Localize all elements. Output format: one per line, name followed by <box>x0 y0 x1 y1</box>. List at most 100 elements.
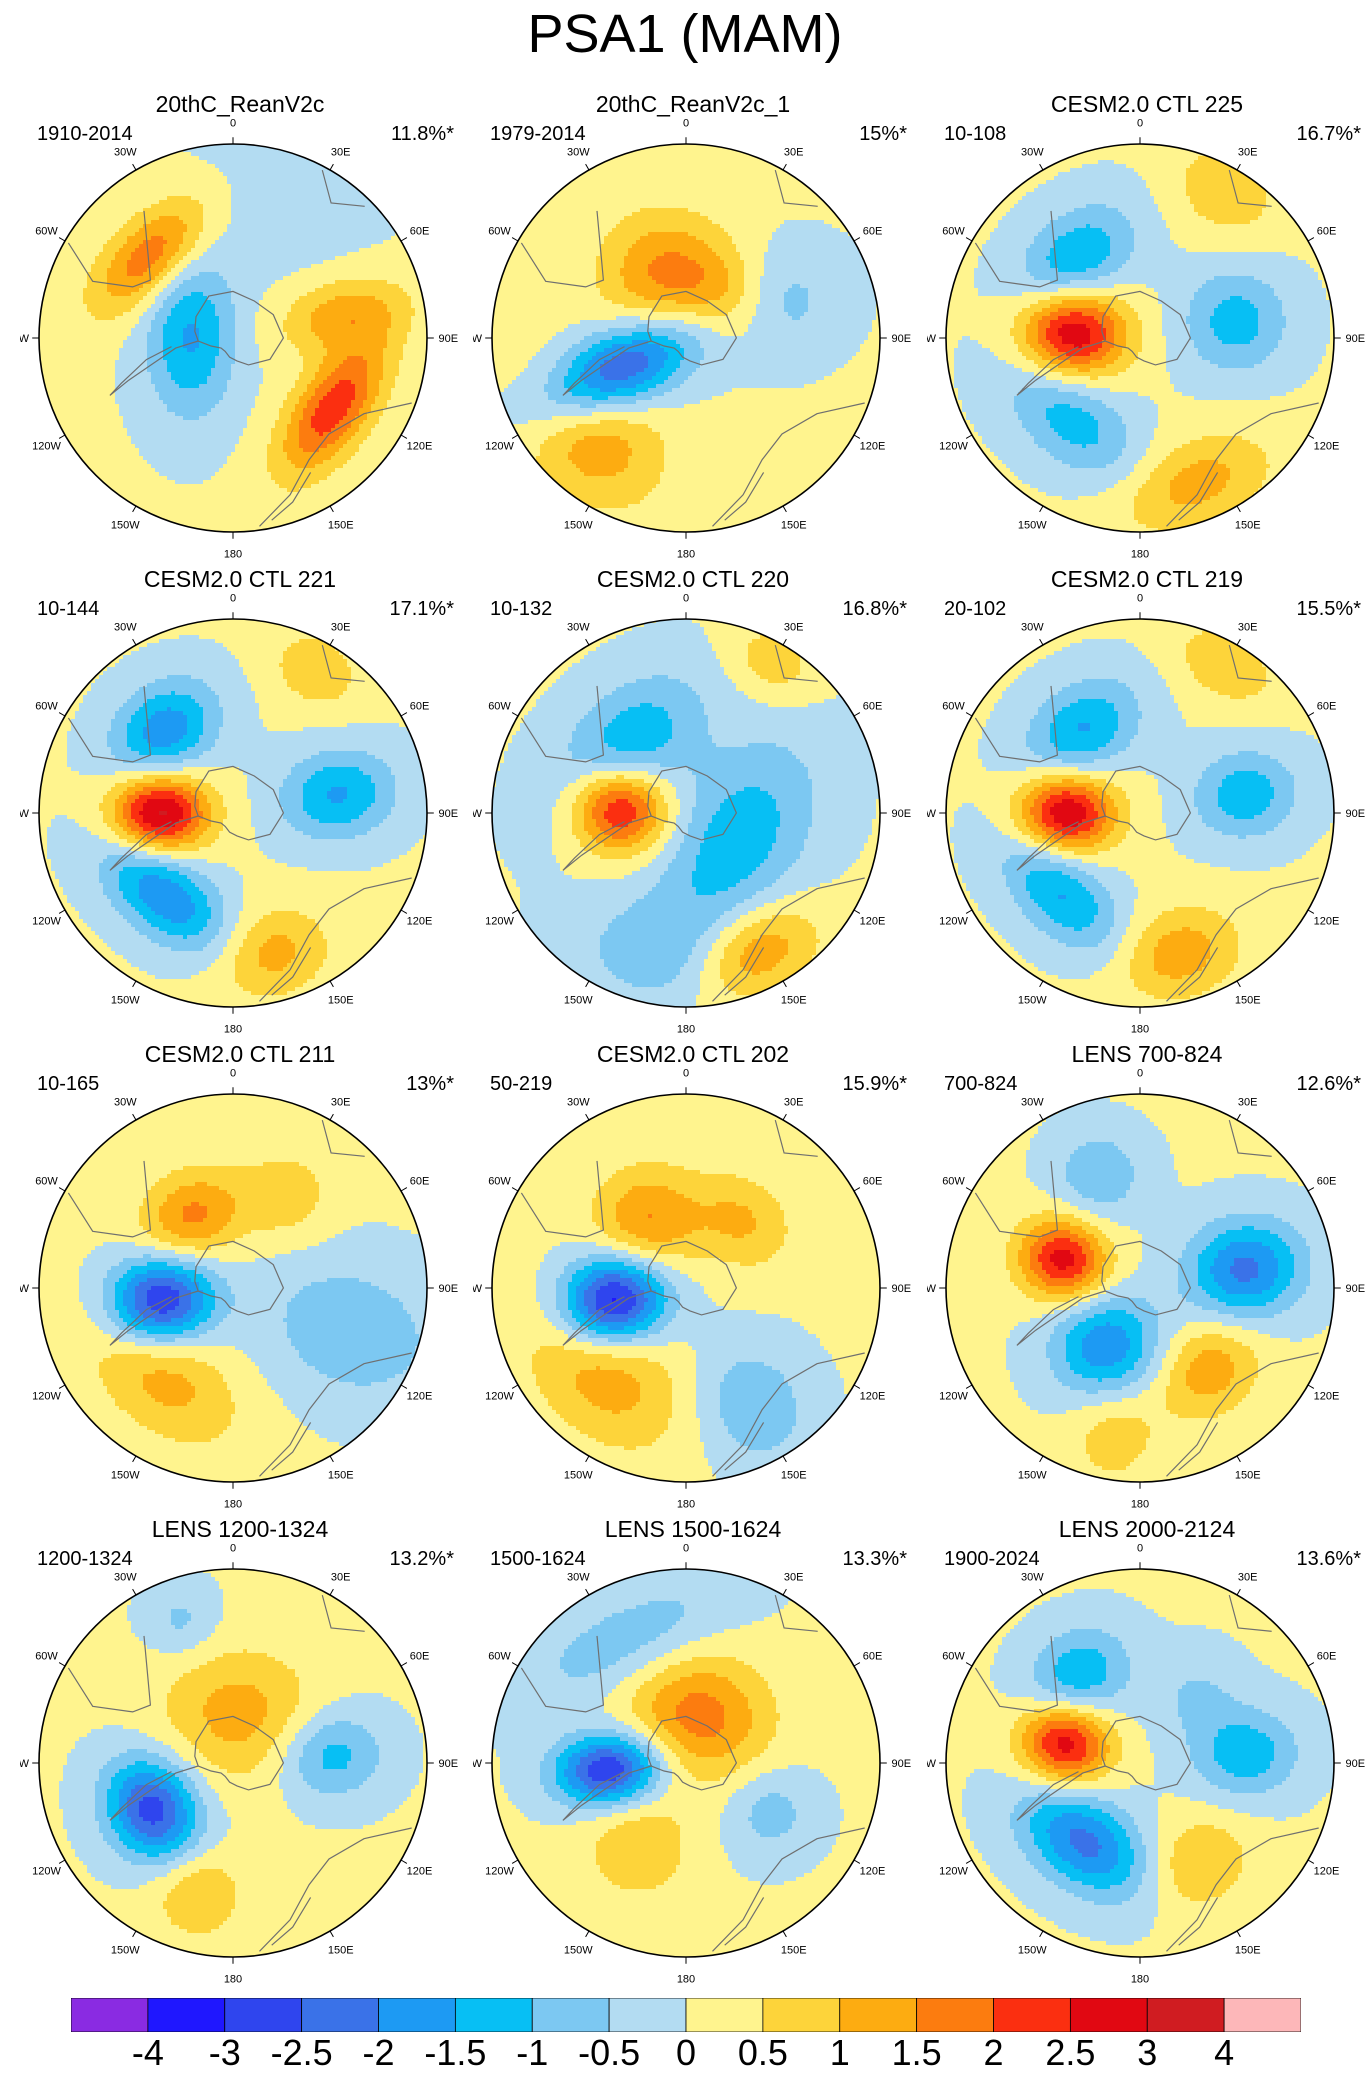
longitude-label: 60W <box>488 700 511 712</box>
longitude-label: 90W <box>473 1283 483 1295</box>
colorbar-swatch <box>1070 1998 1147 2032</box>
longitude-tick <box>586 1456 589 1462</box>
longitude-label: 150W <box>564 1470 593 1482</box>
polar-map: 030E60E90E120E150E180150W120W90W60W30W <box>927 90 1367 560</box>
longitude-label: 90W <box>473 1758 483 1770</box>
longitude-tick <box>1040 981 1043 987</box>
longitude-label: 30E <box>1238 1097 1258 1109</box>
longitude-label: 120W <box>32 441 61 453</box>
longitude-tick <box>59 1188 65 1191</box>
longitude-tick <box>586 506 589 512</box>
longitude-label: 60W <box>35 225 58 237</box>
longitude-tick <box>966 1860 972 1863</box>
polar-map: 030E60E90E120E150E180150W120W90W60W30W <box>20 90 460 560</box>
anomaly-field <box>946 1569 1335 1958</box>
longitude-label: 30E <box>784 147 804 159</box>
longitude-label: 30E <box>784 1097 804 1109</box>
colorbar-tick-label: 3 <box>1137 2032 1157 2074</box>
colorbar-swatch <box>379 1998 456 2032</box>
colorbar-swatch <box>763 1998 840 2032</box>
longitude-label: 180 <box>677 1023 695 1035</box>
colorbar-swatch <box>532 1998 609 2032</box>
longitude-label: 90W <box>473 808 483 820</box>
longitude-tick <box>854 910 860 913</box>
longitude-label: 60E <box>1317 225 1337 237</box>
longitude-tick <box>1308 435 1314 438</box>
longitude-label: 120E <box>860 1391 886 1403</box>
longitude-tick <box>783 1456 786 1462</box>
longitude-tick <box>330 1456 333 1462</box>
longitude-label: 120E <box>407 916 433 928</box>
polar-map: 030E60E90E120E150E180150W120W90W60W30W <box>473 1515 913 1985</box>
longitude-tick <box>330 506 333 512</box>
figure-title: PSA1 (MAM) <box>0 2 1370 66</box>
polar-map: 030E60E90E120E150E180150W120W90W60W30W <box>927 565 1367 1035</box>
longitude-tick <box>1308 910 1314 913</box>
longitude-tick <box>133 1931 136 1937</box>
longitude-label: 120E <box>1314 916 1340 928</box>
colorbar-tick-label: -2.5 <box>271 2032 333 2074</box>
longitude-tick <box>401 713 407 716</box>
longitude-label: 150W <box>564 520 593 532</box>
longitude-label: 180 <box>1131 1973 1149 1985</box>
anomaly-field <box>492 144 881 533</box>
polar-map: 030E60E90E120E150E180150W120W90W60W30W <box>473 1040 913 1510</box>
longitude-label: 90W <box>927 808 937 820</box>
longitude-label: 150E <box>781 1945 807 1957</box>
longitude-label: 30W <box>1021 147 1044 159</box>
longitude-label: 120E <box>407 1866 433 1878</box>
longitude-label: 60W <box>488 1175 511 1187</box>
longitude-label: 30W <box>567 1572 590 1584</box>
longitude-label: 180 <box>677 1498 695 1510</box>
longitude-tick <box>1040 1114 1043 1120</box>
longitude-tick <box>133 1456 136 1462</box>
longitude-label: 150W <box>111 1470 140 1482</box>
anomaly-field <box>39 144 428 533</box>
longitude-tick <box>330 164 333 170</box>
longitude-tick <box>1237 1931 1240 1937</box>
longitude-label: 60W <box>942 225 965 237</box>
colorbar-swatch <box>1224 1998 1301 2032</box>
longitude-label: 150E <box>328 1945 354 1957</box>
map-panel: CESM2.0 CTL 225 10-108 16.7%* 0 30E 60E 90E 120… <box>927 90 1367 560</box>
longitude-tick <box>783 506 786 512</box>
polar-map: 030E60E90E120E150E180150W120W90W60W30W <box>20 1515 460 1985</box>
longitude-label: 150W <box>564 1945 593 1957</box>
longitude-label: 0 <box>230 118 236 130</box>
longitude-tick <box>330 639 333 645</box>
longitude-label: 120E <box>1314 1391 1340 1403</box>
longitude-label: 150W <box>111 1945 140 1957</box>
longitude-tick <box>966 713 972 716</box>
longitude-label: 120W <box>939 916 968 928</box>
longitude-tick <box>783 1114 786 1120</box>
longitude-label: 30E <box>331 622 351 634</box>
colorbar-tick-label: 0 <box>676 2032 696 2074</box>
map-panel: LENS 1200-1324 1200-1324 13.2%* 0 30E 60E 90E 1… <box>20 1515 460 1985</box>
longitude-tick <box>330 1114 333 1120</box>
longitude-tick <box>966 1385 972 1388</box>
longitude-label: 150E <box>328 1470 354 1482</box>
longitude-tick <box>330 1931 333 1937</box>
longitude-label: 150W <box>1018 995 1047 1007</box>
longitude-tick <box>854 1860 860 1863</box>
polar-map: 030E60E90E120E150E180150W120W90W60W30W <box>20 565 460 1035</box>
longitude-label: 90W <box>20 333 30 345</box>
longitude-tick <box>1237 164 1240 170</box>
anomaly-field <box>492 1094 881 1483</box>
map-panel: 20thC_ReanV2c_1 1979-2014 15%* 0 30E 60E 90E 12… <box>473 90 913 560</box>
longitude-tick <box>1237 639 1240 645</box>
longitude-tick <box>512 238 518 241</box>
longitude-tick <box>59 1860 65 1863</box>
longitude-label: 60E <box>863 1175 883 1187</box>
longitude-tick <box>59 910 65 913</box>
longitude-tick <box>586 1114 589 1120</box>
longitude-label: 0 <box>683 118 689 130</box>
longitude-tick <box>512 910 518 913</box>
polar-map: 030E60E90E120E150E180150W120W90W60W30W <box>473 90 913 560</box>
longitude-label: 90W <box>927 333 937 345</box>
longitude-tick <box>512 713 518 716</box>
longitude-label: 180 <box>224 1973 242 1985</box>
longitude-label: 60E <box>410 1650 430 1662</box>
longitude-tick <box>586 981 589 987</box>
longitude-label: 60E <box>863 700 883 712</box>
